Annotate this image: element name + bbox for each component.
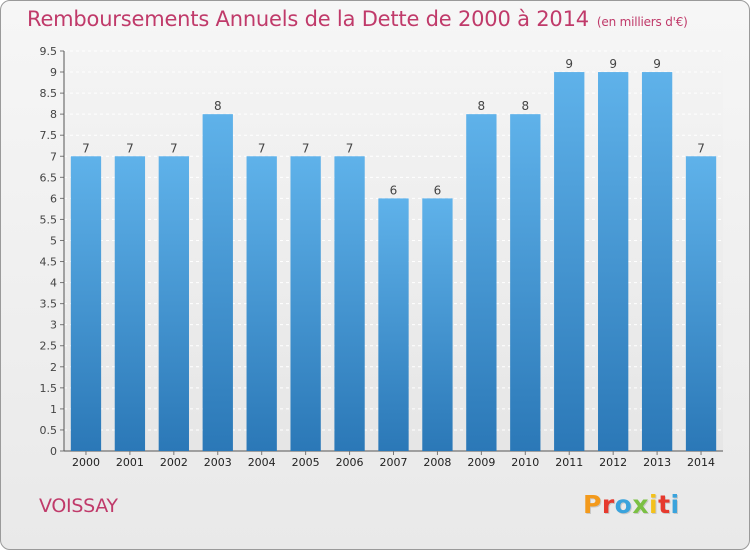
- proxiti-logo: Proxiti: [583, 490, 680, 519]
- y-tick-label: 1.5: [40, 382, 58, 395]
- bar: [114, 156, 146, 451]
- logo-letter: t: [658, 490, 671, 519]
- bar: [202, 114, 233, 451]
- commune-name: VOISSAY: [39, 495, 118, 517]
- bar: [378, 198, 409, 451]
- data-label: 9: [609, 57, 617, 71]
- x-tick-label: 2010: [511, 456, 539, 469]
- x-tick-label: 2002: [160, 456, 188, 469]
- data-label: 7: [346, 141, 354, 155]
- y-tick-label: 1: [50, 403, 57, 416]
- unit-note: (en milliers d'€): [596, 15, 688, 29]
- bar: [685, 156, 717, 451]
- y-tick-label: 3: [50, 319, 57, 332]
- y-tick-label: 5: [50, 234, 57, 247]
- y-tick-label: 6.5: [40, 171, 58, 184]
- data-label: 8: [214, 99, 222, 113]
- data-label: 8: [478, 99, 486, 113]
- bar: [466, 114, 497, 451]
- y-tick-label: 7: [50, 150, 57, 163]
- y-tick-label: 3.5: [40, 298, 58, 311]
- x-tick-label: 2009: [467, 456, 495, 469]
- logo-letter: x: [632, 490, 649, 519]
- data-label: 7: [302, 141, 310, 155]
- x-tick-label: 2003: [204, 456, 232, 469]
- bar: [246, 156, 277, 451]
- data-label: 7: [697, 141, 705, 155]
- bar: [158, 156, 189, 451]
- x-tick-label: 2005: [292, 456, 320, 469]
- bar: [422, 198, 453, 451]
- bar: [334, 156, 365, 451]
- x-tick-label: 2006: [336, 456, 364, 469]
- y-tick-label: 2.5: [40, 340, 58, 353]
- x-tick-label: 2013: [643, 456, 671, 469]
- y-tick-label: 2: [50, 361, 57, 374]
- y-tick-label: 9: [50, 66, 57, 79]
- x-tick-label: 2001: [116, 456, 144, 469]
- data-label: 9: [565, 57, 573, 71]
- data-label: 7: [170, 141, 178, 155]
- chart-title: Remboursements Annuels de la Dette de 20…: [27, 7, 688, 31]
- bar: [510, 114, 541, 451]
- chart-title-text: Remboursements Annuels de la Dette de 20…: [27, 7, 589, 31]
- y-tick-label: 5.5: [40, 213, 58, 226]
- x-tick-label: 2008: [423, 456, 451, 469]
- y-tick-label: 0.5: [40, 424, 58, 437]
- y-tick-label: 8.5: [40, 87, 58, 100]
- data-label: 6: [434, 183, 442, 197]
- logo-letter: r: [601, 490, 615, 519]
- y-tick-label: 4: [50, 277, 57, 290]
- x-tick-label: 2014: [687, 456, 715, 469]
- bar: [290, 156, 321, 451]
- x-tick-label: 2011: [555, 456, 583, 469]
- data-label: 6: [390, 183, 398, 197]
- logo-letter: o: [614, 490, 633, 519]
- bar: [554, 72, 585, 451]
- data-label: 7: [126, 141, 134, 155]
- bar: [641, 72, 673, 451]
- data-label: 7: [258, 141, 266, 155]
- x-tick-label: 2000: [72, 456, 100, 469]
- logo-letter: P: [583, 490, 602, 519]
- y-tick-label: 8: [50, 108, 57, 121]
- x-tick-label: 2007: [380, 456, 408, 469]
- y-tick-label: 4.5: [40, 256, 58, 269]
- x-tick-label: 2004: [248, 456, 276, 469]
- bar: [598, 72, 629, 451]
- y-tick-label: 7.5: [40, 129, 58, 142]
- data-label: 8: [521, 99, 529, 113]
- y-tick-label: 0: [50, 445, 57, 458]
- y-tick-label: 9.5: [40, 45, 58, 58]
- x-tick-label: 2012: [599, 456, 627, 469]
- y-tick-label: 6: [50, 192, 57, 205]
- bar: [70, 156, 102, 451]
- data-label: 7: [82, 141, 90, 155]
- data-label: 9: [653, 57, 661, 71]
- logo-letter: i: [670, 490, 680, 519]
- logo-letter: i: [649, 490, 659, 519]
